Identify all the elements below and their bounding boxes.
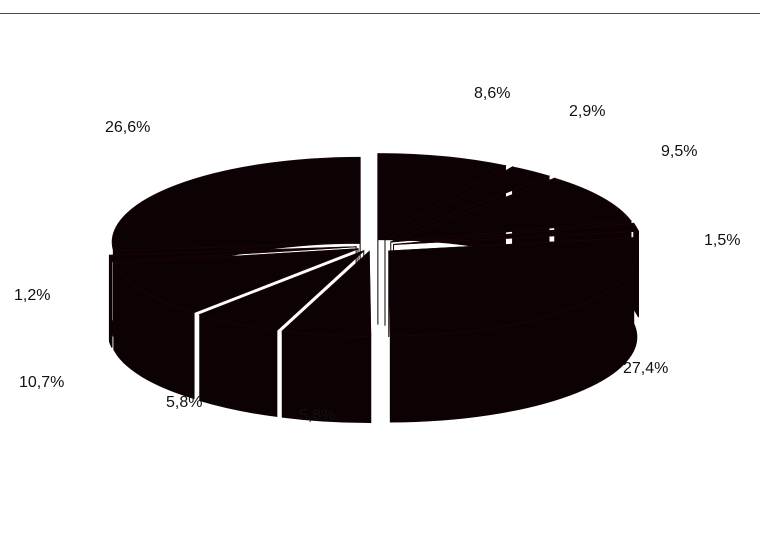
data-label-3: 1,5% [704, 232, 741, 249]
top-rule [0, 13, 760, 14]
pie-slice-5 [281, 250, 372, 424]
data-label-1: 2,9% [569, 103, 606, 120]
data-label-2: 9,5% [661, 143, 698, 160]
pie-slice-7 [113, 248, 359, 400]
pie-slice-6 [198, 249, 365, 417]
data-label-4: 27,4% [623, 360, 669, 377]
pie-slice-4 [388, 237, 638, 423]
pie-slice-8 [108, 246, 357, 348]
data-label-8: 1,2% [14, 287, 51, 304]
data-label-9: 26,6% [105, 119, 151, 136]
data-label-0: 8,6% [474, 85, 511, 102]
data-label-5: 5,8% [299, 407, 336, 424]
data-label-6: 5,8% [166, 394, 203, 411]
data-label-7: 10,7% [19, 374, 65, 391]
